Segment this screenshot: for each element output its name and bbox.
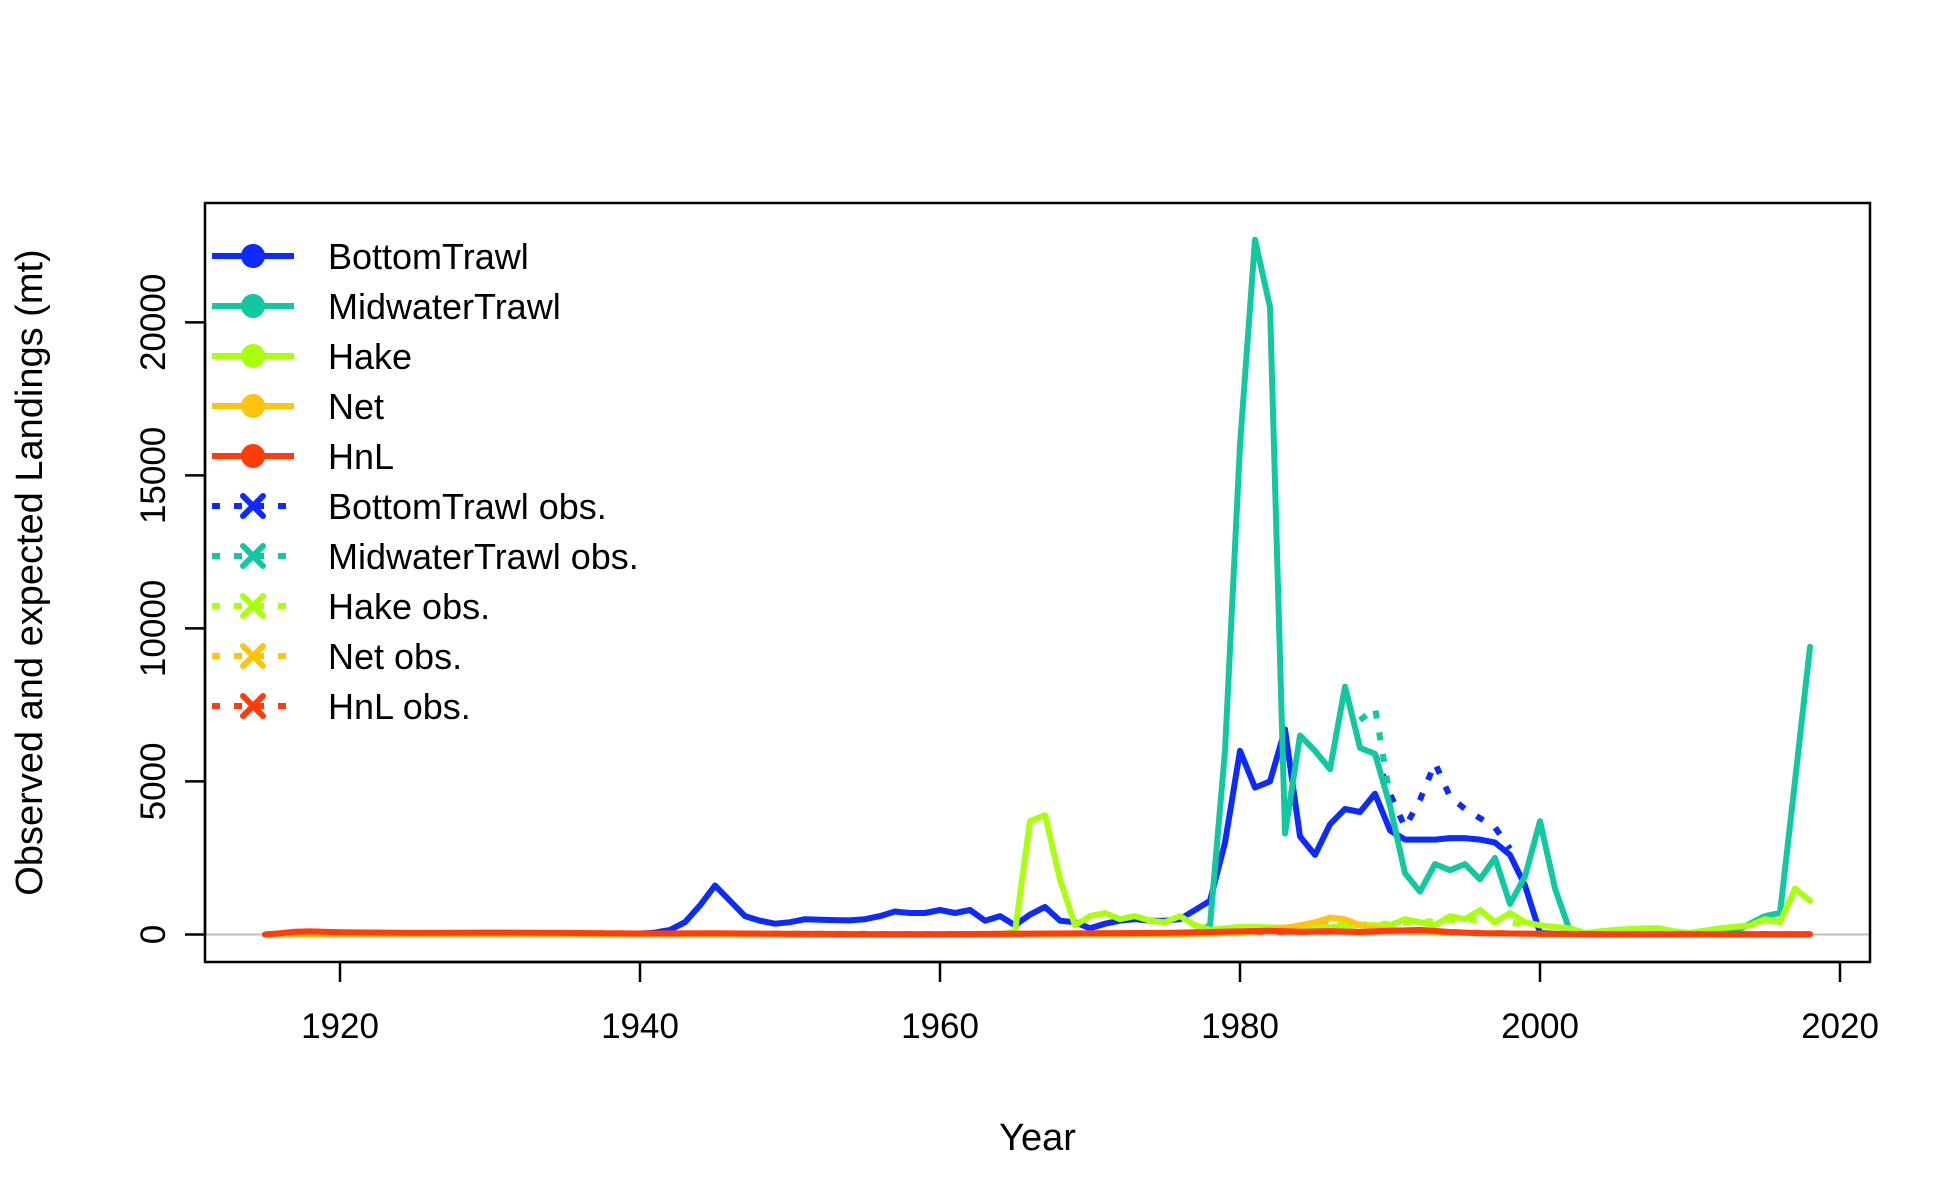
legend-label: HnL [328, 436, 394, 477]
legend-item: BottomTrawl obs. [212, 486, 607, 527]
legend-item: Net [212, 386, 384, 427]
y-tick-label: 5000 [134, 742, 173, 820]
legend-x-marker [240, 493, 266, 519]
legend-item: HnL [212, 436, 394, 477]
legend-item: BottomTrawl [212, 236, 529, 277]
legend-label: BottomTrawl obs. [328, 486, 607, 527]
series-line-bottomtrawl [262, 726, 1813, 938]
legend-x-marker [240, 543, 266, 569]
series-line-hnl [262, 926, 1813, 938]
series-line-hake [262, 812, 1813, 938]
legend-item: Hake [212, 336, 412, 377]
x-axis: 1920 1940 1960 1980 2000 2020 [301, 960, 1879, 1046]
legend-label: Net [328, 386, 384, 427]
legend-x-marker [240, 593, 266, 619]
legend-dot-marker [241, 344, 265, 368]
legend-label: MidwaterTrawl [328, 286, 561, 327]
legend-label: MidwaterTrawl obs. [328, 536, 639, 577]
legend-item: Hake obs. [212, 586, 490, 627]
y-tick-label: 0 [134, 925, 173, 944]
legend-x-marker [240, 693, 266, 719]
legend-item: Net obs. [212, 636, 462, 677]
legend-label: Hake [328, 336, 412, 377]
y-tick-label: 20000 [134, 274, 173, 371]
legend-item: MidwaterTrawl obs. [212, 536, 639, 577]
x-axis-label: Year [999, 1117, 1076, 1159]
legend-dot-marker [241, 244, 265, 268]
legend-label: Hake obs. [328, 586, 490, 627]
y-tick-label: 10000 [134, 580, 173, 677]
x-tick-label: 1920 [301, 1007, 379, 1046]
legend-label: Net obs. [328, 636, 462, 677]
x-tick-label: 1980 [1201, 1007, 1279, 1046]
y-tick-label: 15000 [134, 427, 173, 524]
x-tick-label: 2000 [1501, 1007, 1579, 1046]
legend-x-marker [240, 643, 266, 669]
legend: BottomTrawl MidwaterTrawl Hake Net HnL Bottom… [212, 236, 639, 727]
legend-dot-marker [241, 294, 265, 318]
x-tick-label: 1940 [601, 1007, 679, 1046]
legend-dot-marker [241, 394, 265, 418]
y-axis-label: Observed and expected Landings (mt) [9, 249, 51, 895]
series-line-midwatertrawl-obs [1358, 705, 1393, 798]
legend-item: HnL obs. [212, 686, 471, 727]
series-layer [262, 236, 1813, 938]
x-tick-label: 2020 [1801, 1007, 1879, 1046]
legend-label: BottomTrawl [328, 236, 529, 277]
legend-label: HnL obs. [328, 686, 471, 727]
legend-dot-marker [241, 444, 265, 468]
x-tick-label: 1960 [901, 1007, 979, 1046]
y-axis: 0 5000 10000 15000 20000 [134, 274, 207, 944]
legend-item: MidwaterTrawl [212, 286, 561, 327]
